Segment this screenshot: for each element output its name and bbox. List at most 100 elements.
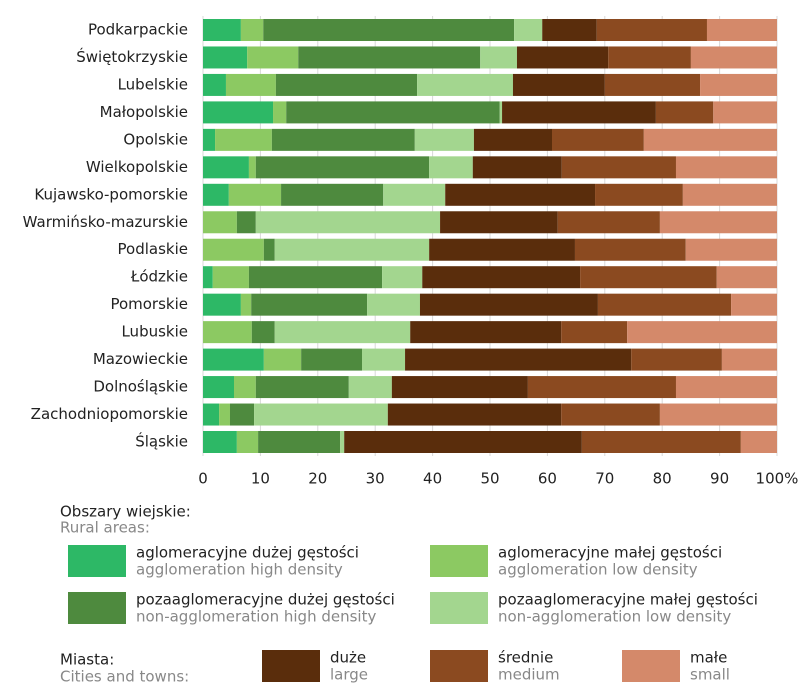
bar-segment bbox=[203, 321, 252, 344]
y-tick-label: Lubelskie bbox=[118, 75, 188, 93]
x-tick-label: 0 bbox=[198, 470, 208, 488]
bar-segment bbox=[248, 266, 383, 289]
bar-segment bbox=[298, 46, 481, 69]
y-tick-label: Łódzkie bbox=[130, 268, 188, 286]
y-tick-label: Warmińsko-mazurskie bbox=[23, 213, 188, 231]
bar-segment bbox=[740, 431, 777, 453]
bar-segment bbox=[203, 238, 264, 261]
bar-segment bbox=[419, 293, 598, 316]
bar-segment bbox=[414, 128, 474, 151]
bar-segment bbox=[551, 128, 644, 151]
bar-segment bbox=[690, 46, 777, 69]
y-tick-label: Małopolskie bbox=[100, 103, 188, 121]
bar-segment bbox=[203, 73, 226, 96]
bar-segment bbox=[225, 73, 276, 96]
bar-segment bbox=[203, 431, 237, 453]
bar-segment bbox=[203, 266, 213, 289]
legend-label-en: non-agglomeration low density bbox=[498, 608, 731, 626]
bar-segment bbox=[472, 156, 562, 179]
y-tick-label: Świętokrzyskie bbox=[76, 47, 188, 66]
bar-segment bbox=[604, 73, 701, 96]
legend-swatch bbox=[622, 650, 680, 682]
bar-segment bbox=[631, 348, 722, 371]
bar-segment bbox=[682, 183, 777, 206]
x-tick-label: 20 bbox=[308, 470, 327, 488]
bar-segment bbox=[659, 403, 777, 426]
bar-segment bbox=[203, 348, 264, 371]
bar-segment bbox=[391, 376, 528, 399]
bar-segment bbox=[301, 348, 362, 371]
y-tick-label: Dolnośląskie bbox=[93, 378, 188, 396]
bar-segment bbox=[721, 348, 777, 371]
bar-segment bbox=[344, 431, 582, 453]
bar-segment bbox=[608, 46, 691, 69]
bar-segment bbox=[405, 348, 632, 371]
bar-segment bbox=[580, 266, 717, 289]
bar-segment bbox=[627, 321, 777, 344]
bar-segment bbox=[706, 19, 777, 41]
bar-segment bbox=[643, 128, 777, 151]
legend-label-en: medium bbox=[498, 666, 560, 684]
bar-segment bbox=[274, 238, 430, 261]
bar-segment bbox=[271, 128, 415, 151]
legend-swatch bbox=[262, 650, 320, 682]
bar-segment bbox=[542, 19, 597, 41]
bar-segment bbox=[254, 403, 388, 426]
bar-segment bbox=[596, 19, 707, 41]
bar-segment bbox=[275, 73, 418, 96]
bar-segment bbox=[512, 73, 605, 96]
legend-label-en: small bbox=[690, 666, 730, 684]
bar-segment bbox=[263, 238, 275, 261]
bar-segment bbox=[655, 101, 714, 124]
x-tick-label: 30 bbox=[366, 470, 385, 488]
bar-segment bbox=[229, 403, 255, 426]
bar-segment bbox=[240, 19, 264, 41]
legend-swatch bbox=[430, 592, 488, 624]
bar-segment bbox=[255, 211, 441, 234]
bar-segment bbox=[713, 101, 777, 124]
legend-swatch bbox=[430, 650, 488, 682]
bar-segment bbox=[348, 376, 392, 399]
bar-segment bbox=[516, 46, 609, 69]
y-tick-label: Zachodniopomorskie bbox=[31, 405, 188, 423]
bar-segment bbox=[240, 293, 252, 316]
legend-swatch bbox=[68, 592, 126, 624]
legend-group-title-en: Cities and towns: bbox=[60, 668, 189, 684]
x-tick-label: 80 bbox=[653, 470, 672, 488]
bar-segment bbox=[440, 211, 558, 234]
bar-segment bbox=[387, 403, 562, 426]
bar-segment bbox=[203, 183, 229, 206]
bar-segment bbox=[286, 101, 500, 124]
bar-segment bbox=[340, 431, 345, 453]
legend-label-en: agglomeration high density bbox=[136, 561, 343, 579]
y-tick-label: Śląskie bbox=[135, 432, 188, 451]
bar-segment bbox=[561, 403, 660, 426]
bar-segment bbox=[410, 321, 562, 344]
bar-segment bbox=[382, 266, 423, 289]
bar-segment bbox=[251, 293, 368, 316]
bar-segment bbox=[263, 348, 302, 371]
y-tick-label: Kujawsko-pomorskie bbox=[34, 185, 188, 203]
y-tick-label: Opolskie bbox=[123, 130, 188, 148]
x-tick-label: 60 bbox=[538, 470, 557, 488]
bar-segment bbox=[597, 293, 732, 316]
bar-segment bbox=[700, 73, 777, 96]
bar-segment bbox=[203, 128, 216, 151]
bar-segment bbox=[581, 431, 741, 453]
bar-segment bbox=[445, 183, 596, 206]
bar-segment bbox=[574, 238, 686, 261]
bar-segment bbox=[480, 46, 517, 69]
y-tick-label: Mazowieckie bbox=[93, 350, 188, 368]
legend-label: duże bbox=[330, 649, 366, 667]
bar-segment bbox=[236, 211, 256, 234]
bar-segment bbox=[561, 321, 628, 344]
legend-label: aglomeracyjne małej gęstości bbox=[498, 544, 722, 562]
bar-segment bbox=[527, 376, 676, 399]
y-tick-label: Lubuskie bbox=[121, 323, 188, 341]
bar-segment bbox=[247, 46, 299, 69]
bar-segment bbox=[273, 101, 287, 124]
y-tick-label: Wielkopolskie bbox=[86, 158, 188, 176]
y-tick-label: Pomorskie bbox=[110, 295, 188, 313]
bar-segment bbox=[215, 128, 272, 151]
